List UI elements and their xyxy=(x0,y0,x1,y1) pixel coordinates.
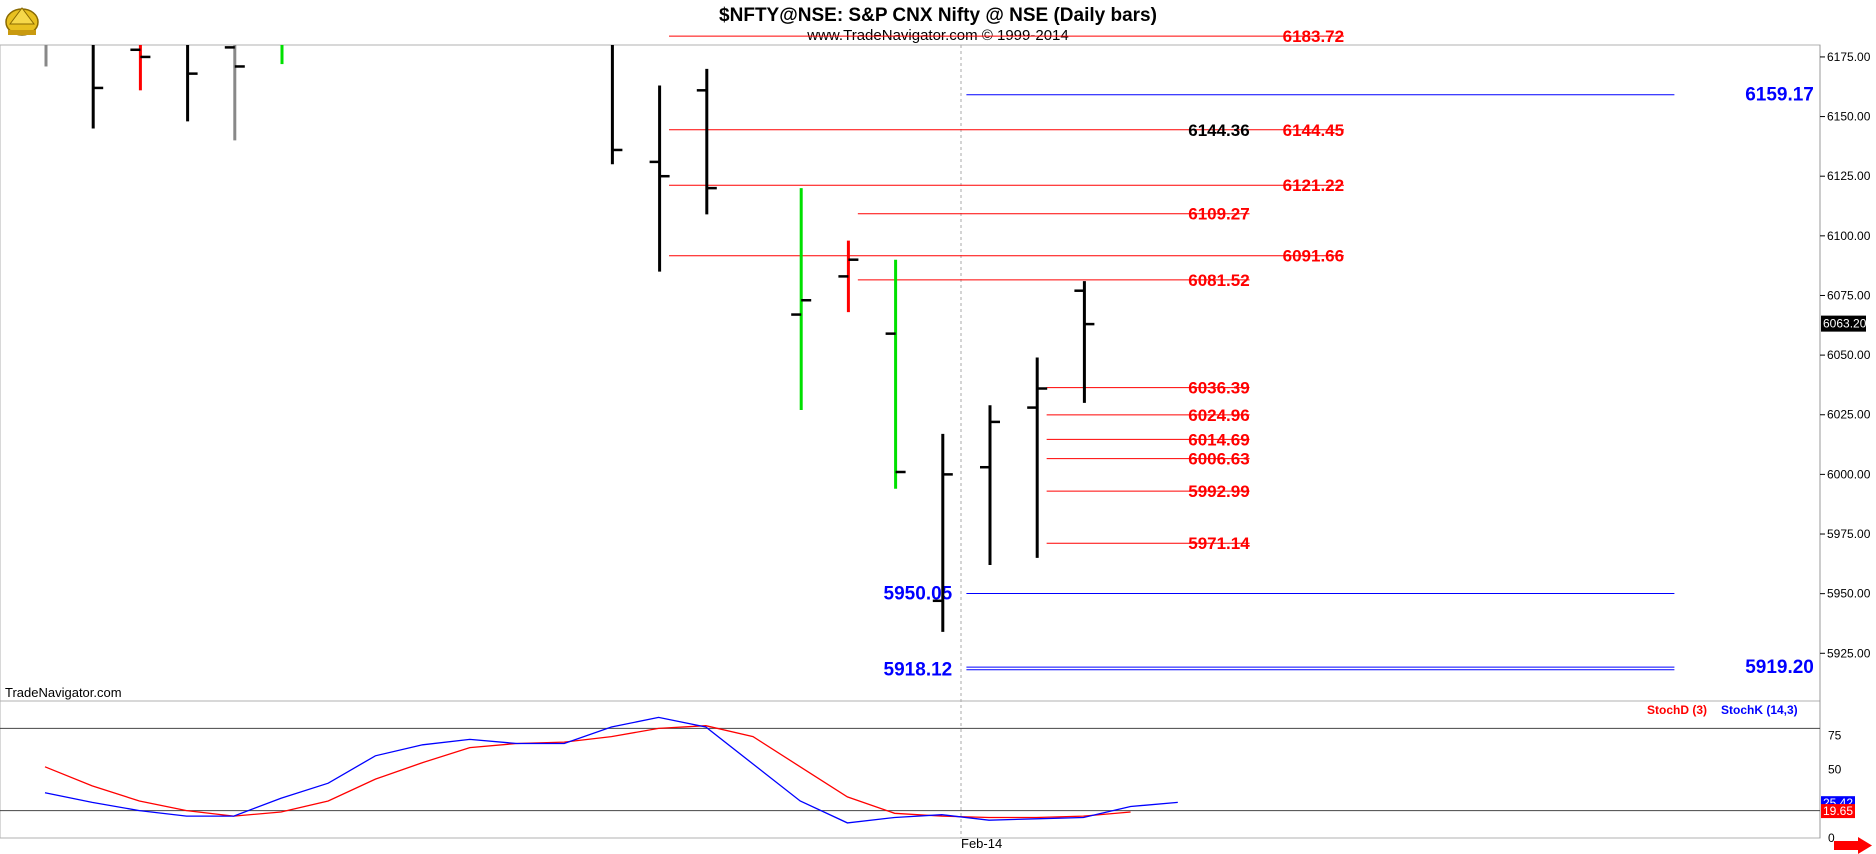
ohlc-bar xyxy=(838,240,859,313)
price-y-tick-label: 5925.00 xyxy=(1827,646,1871,660)
ohlc-bar xyxy=(696,68,717,215)
chart-title: $NFTY@NSE: S&P CNX Nifty @ NSE (Daily ba… xyxy=(719,5,1157,26)
level-label: 5918.12 xyxy=(884,660,953,681)
stochd-line xyxy=(44,725,1131,819)
last-price-label: 6063.20 xyxy=(1823,317,1867,331)
watermark-label: TradeNavigator.com xyxy=(5,685,122,700)
level-label: 6121.22 xyxy=(1283,176,1344,195)
level-label: 6109.27 xyxy=(1188,205,1249,224)
stoch-y-tick-label: 50 xyxy=(1828,763,1842,777)
price-y-tick-label: 6050.00 xyxy=(1827,348,1871,362)
ohlc-bar xyxy=(791,188,812,410)
level-label: 6024.96 xyxy=(1188,406,1249,425)
level-label: 6144.45 xyxy=(1283,121,1344,140)
level-label: 6183.72 xyxy=(1283,27,1344,46)
ohlc-bar xyxy=(224,45,245,141)
ohlc-bar xyxy=(610,45,623,165)
stoch-value-badge xyxy=(1821,804,1855,819)
price-y-tick-label: 6000.00 xyxy=(1827,467,1871,481)
price-y-tick-label: 6175.00 xyxy=(1827,50,1871,64)
price-panel xyxy=(0,44,1821,702)
stoch-y-tick-label: 0 xyxy=(1828,831,1835,845)
level-label: 6036.39 xyxy=(1188,379,1249,398)
level-label: 5919.20 xyxy=(1745,657,1814,678)
level-label-black: 6144.36 xyxy=(1188,121,1249,140)
price-y-tick-label: 6100.00 xyxy=(1827,229,1871,243)
level-label: 6081.52 xyxy=(1188,271,1249,290)
level-label: 5971.14 xyxy=(1188,534,1250,553)
stochk-line xyxy=(44,716,1178,824)
level-label: 5950.05 xyxy=(884,584,953,605)
chart-subtitle: www.TradeNavigator.com © 1999-2014 xyxy=(806,27,1068,44)
stochastic-panel xyxy=(0,700,1821,839)
ohlc-bar xyxy=(1027,357,1048,558)
level-label: 6091.66 xyxy=(1283,247,1344,266)
ohlc-bar xyxy=(130,45,151,91)
price-y-tick-label: 6075.00 xyxy=(1827,288,1871,302)
ohlc-bar xyxy=(186,45,198,122)
legend-stochk: StochK (14,3) xyxy=(1721,703,1798,717)
ohlc-bar xyxy=(885,259,906,489)
ohlc-bar xyxy=(649,85,670,272)
level-label: 6159.17 xyxy=(1745,85,1814,106)
ohlc-bar xyxy=(91,45,104,129)
ohlc-bar xyxy=(980,405,1000,566)
ohlc-bar xyxy=(932,433,953,632)
price-y-tick-label: 5950.00 xyxy=(1827,587,1871,601)
price-y-tick-label: 6025.00 xyxy=(1827,408,1871,422)
ohlc-bar xyxy=(1074,281,1095,403)
last-price-badge xyxy=(1821,315,1866,332)
price-y-tick-label: 6150.00 xyxy=(1827,110,1871,124)
price-y-tick-label: 6125.00 xyxy=(1827,169,1871,183)
level-label: 5992.99 xyxy=(1188,482,1249,501)
logo-icon xyxy=(5,7,39,36)
level-label: 6014.69 xyxy=(1188,430,1249,449)
stoch-y-tick-label: 75 xyxy=(1828,728,1842,742)
level-label: 6006.63 xyxy=(1188,450,1249,469)
price-y-tick-label: 5975.00 xyxy=(1827,527,1871,541)
scroll-right-arrow-icon[interactable] xyxy=(1834,837,1872,854)
x-axis-date-label: Feb-14 xyxy=(961,836,1002,851)
legend-stochd: StochD (3) xyxy=(1647,703,1707,717)
stoch-value-label: 19.65 xyxy=(1823,804,1853,818)
